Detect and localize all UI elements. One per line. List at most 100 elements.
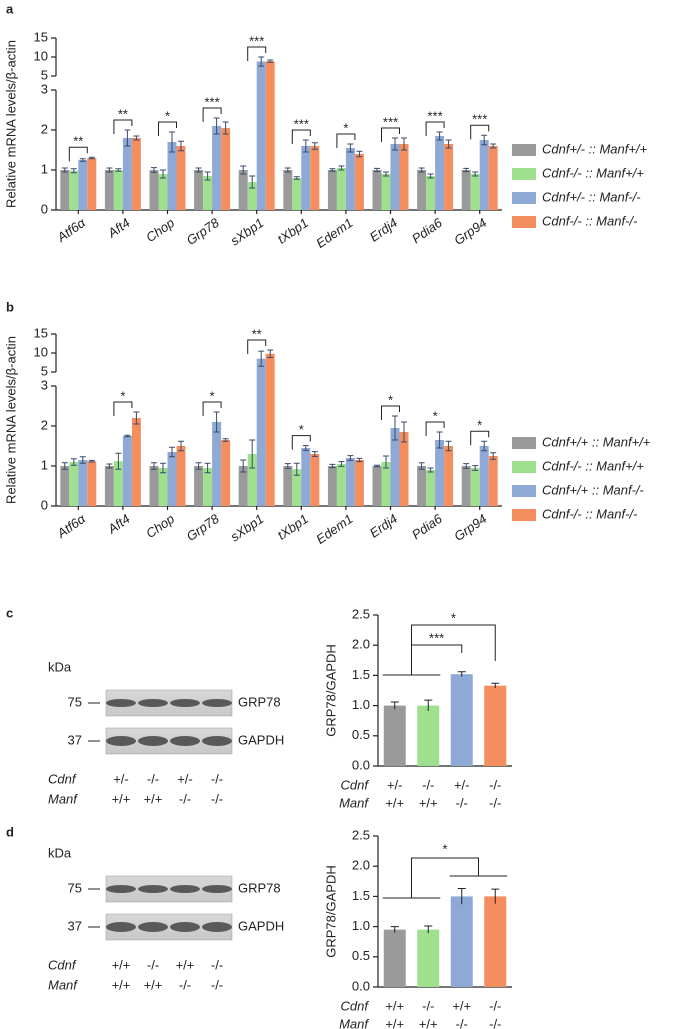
legend-swatch bbox=[512, 216, 536, 228]
bar bbox=[265, 353, 275, 506]
significance-label: * bbox=[388, 392, 393, 407]
blot-band bbox=[106, 885, 136, 893]
bar bbox=[450, 896, 473, 987]
y-tick-label: 3 bbox=[41, 81, 48, 96]
error-bar bbox=[151, 462, 157, 470]
x-row-label: Manf bbox=[339, 795, 369, 810]
bar bbox=[292, 178, 302, 210]
error-bar bbox=[491, 888, 500, 904]
genotype-value: -/- bbox=[211, 771, 223, 786]
error-bar bbox=[124, 129, 131, 147]
bar bbox=[354, 460, 364, 506]
y-tick-label: 15 bbox=[34, 29, 48, 44]
blot-band bbox=[202, 699, 232, 707]
x-row-value: +/+ bbox=[385, 1016, 404, 1029]
error-bar bbox=[472, 465, 479, 471]
significance-label: *** bbox=[472, 112, 487, 127]
significance-bracket bbox=[291, 435, 311, 450]
y-tick-label: 5 bbox=[41, 67, 48, 82]
bar bbox=[417, 466, 427, 506]
significance-bracket bbox=[247, 46, 267, 61]
blot-band bbox=[202, 885, 232, 893]
error-bar bbox=[70, 168, 77, 174]
y-tick-label: 1.5 bbox=[352, 888, 370, 903]
x-tick-label: Aft4 bbox=[104, 215, 132, 241]
bar bbox=[78, 160, 88, 210]
significance-bracket bbox=[113, 401, 133, 416]
legend-swatch bbox=[512, 192, 536, 204]
error-bar bbox=[178, 440, 184, 452]
bar bbox=[176, 446, 186, 506]
genotype-value: +/- bbox=[177, 771, 193, 786]
significance-label: *** bbox=[428, 108, 443, 123]
significance-bracket bbox=[425, 421, 445, 436]
error-bar bbox=[338, 461, 345, 467]
bar bbox=[484, 685, 507, 766]
genotype-value: +/+ bbox=[176, 957, 195, 972]
significance-label: * bbox=[165, 108, 170, 123]
bar bbox=[149, 170, 159, 210]
y-tick-label: 0.5 bbox=[352, 727, 370, 742]
genotype-value: -/- bbox=[211, 977, 223, 992]
bar bbox=[301, 146, 311, 210]
genotype-value: -/- bbox=[147, 957, 159, 972]
significance-label: *** bbox=[294, 116, 309, 131]
legend-label: Cdnf+/- :: Manf-/- bbox=[542, 189, 641, 204]
x-tick-label: Pdia6 bbox=[409, 511, 445, 543]
bar bbox=[122, 436, 132, 506]
error-bar bbox=[267, 59, 274, 63]
error-bar bbox=[178, 140, 184, 152]
bar bbox=[212, 126, 222, 210]
error-bar bbox=[445, 440, 452, 452]
bar bbox=[345, 458, 355, 506]
error-bar bbox=[401, 421, 407, 443]
bar bbox=[354, 154, 364, 210]
error-bar bbox=[293, 462, 300, 476]
significance-label: * bbox=[210, 388, 215, 403]
y-axis-label: GRP78/GAPDH bbox=[323, 865, 338, 957]
error-bar bbox=[445, 139, 452, 149]
bar bbox=[383, 705, 406, 766]
error-bar bbox=[293, 176, 300, 180]
error-bar bbox=[79, 158, 86, 162]
y-tick-label: 5 bbox=[41, 363, 48, 378]
genotype-label: Manf bbox=[48, 791, 78, 806]
x-tick-label: Atf6α bbox=[54, 511, 89, 542]
x-row-value: -/- bbox=[456, 795, 468, 810]
error-bar bbox=[490, 452, 497, 460]
error-bar bbox=[284, 167, 291, 173]
error-bar bbox=[213, 411, 220, 433]
bar bbox=[470, 468, 480, 506]
x-tick-label: tXbp1 bbox=[275, 215, 311, 247]
x-tick-label: Chop bbox=[143, 511, 177, 541]
bar bbox=[479, 140, 489, 210]
bar bbox=[381, 462, 391, 506]
error-bar bbox=[463, 463, 470, 469]
error-bar bbox=[311, 142, 318, 150]
error-bar bbox=[258, 56, 265, 67]
y-tick-label: 2.5 bbox=[352, 827, 370, 842]
bar bbox=[444, 446, 454, 506]
bar bbox=[417, 929, 440, 987]
error-bar bbox=[347, 143, 354, 153]
x-tick-label: Grp94 bbox=[451, 511, 489, 544]
x-row-value: +/+ bbox=[419, 795, 438, 810]
bar bbox=[78, 460, 88, 506]
bar bbox=[60, 170, 70, 210]
y-tick-label: 1 bbox=[41, 457, 48, 472]
legend-swatch bbox=[512, 509, 536, 521]
x-tick-label: sXbp1 bbox=[228, 511, 267, 544]
y-tick-label: 2.0 bbox=[352, 858, 370, 873]
legend-label: Cdnf-/- :: Manf+/+ bbox=[542, 165, 644, 180]
bar bbox=[221, 440, 231, 506]
y-tick-label: 1.0 bbox=[352, 697, 370, 712]
y-tick-label: 0 bbox=[41, 201, 48, 216]
y-tick-label: 3 bbox=[41, 377, 48, 392]
y-tick-label: 15 bbox=[34, 325, 48, 340]
x-tick-label: Pdia6 bbox=[409, 215, 445, 247]
bar bbox=[310, 454, 320, 506]
bar bbox=[194, 466, 204, 506]
bar bbox=[69, 462, 79, 506]
bar bbox=[417, 170, 427, 210]
error-bar bbox=[418, 462, 425, 470]
